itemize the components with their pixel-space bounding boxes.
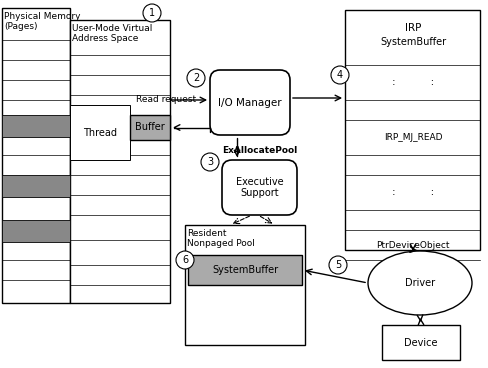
Text: Read request: Read request — [136, 96, 196, 105]
Bar — [188, 255, 302, 285]
Bar — [2, 8, 70, 303]
Text: Resident
Nonpaged Pool: Resident Nonpaged Pool — [187, 229, 255, 248]
Text: Device: Device — [404, 337, 438, 347]
Circle shape — [143, 4, 161, 22]
Text: 1: 1 — [149, 8, 155, 18]
Text: 2: 2 — [193, 73, 199, 83]
Text: User-Mode Virtual
Address Space: User-Mode Virtual Address Space — [72, 24, 152, 43]
Text: :          :: : : — [392, 77, 434, 87]
Bar — [185, 225, 305, 345]
Text: ExAllocatePool: ExAllocatePool — [222, 146, 297, 155]
Circle shape — [176, 251, 194, 269]
Text: Buffer: Buffer — [135, 123, 165, 132]
Text: 6: 6 — [182, 255, 188, 265]
Text: :          :: : : — [392, 187, 434, 197]
Text: SystemBuffer: SystemBuffer — [212, 265, 278, 275]
Text: PtrDeviceObject: PtrDeviceObject — [376, 241, 450, 250]
Bar — [130, 115, 170, 140]
Ellipse shape — [368, 251, 472, 315]
Bar — [382, 325, 460, 360]
Text: Executive
Support: Executive Support — [236, 177, 284, 198]
Text: Physical Memory
(Pages): Physical Memory (Pages) — [4, 12, 81, 31]
Circle shape — [329, 256, 347, 274]
Text: IRP: IRP — [405, 23, 421, 33]
FancyBboxPatch shape — [210, 70, 290, 135]
Text: Thread: Thread — [83, 127, 117, 138]
Bar — [70, 20, 170, 303]
Text: IRP_MJ_READ: IRP_MJ_READ — [384, 132, 442, 142]
FancyBboxPatch shape — [222, 160, 297, 215]
Bar — [70, 105, 130, 160]
Circle shape — [331, 66, 349, 84]
Bar — [2, 115, 70, 137]
Circle shape — [187, 69, 205, 87]
Bar — [345, 10, 480, 250]
Text: 5: 5 — [335, 260, 341, 270]
Bar — [2, 220, 70, 242]
Text: Driver: Driver — [405, 278, 435, 288]
Bar — [2, 175, 70, 197]
Circle shape — [201, 153, 219, 171]
Text: SystemBuffer: SystemBuffer — [380, 37, 446, 47]
Text: 4: 4 — [337, 70, 343, 80]
Text: I/O Manager: I/O Manager — [218, 98, 282, 107]
Text: 3: 3 — [207, 157, 213, 167]
